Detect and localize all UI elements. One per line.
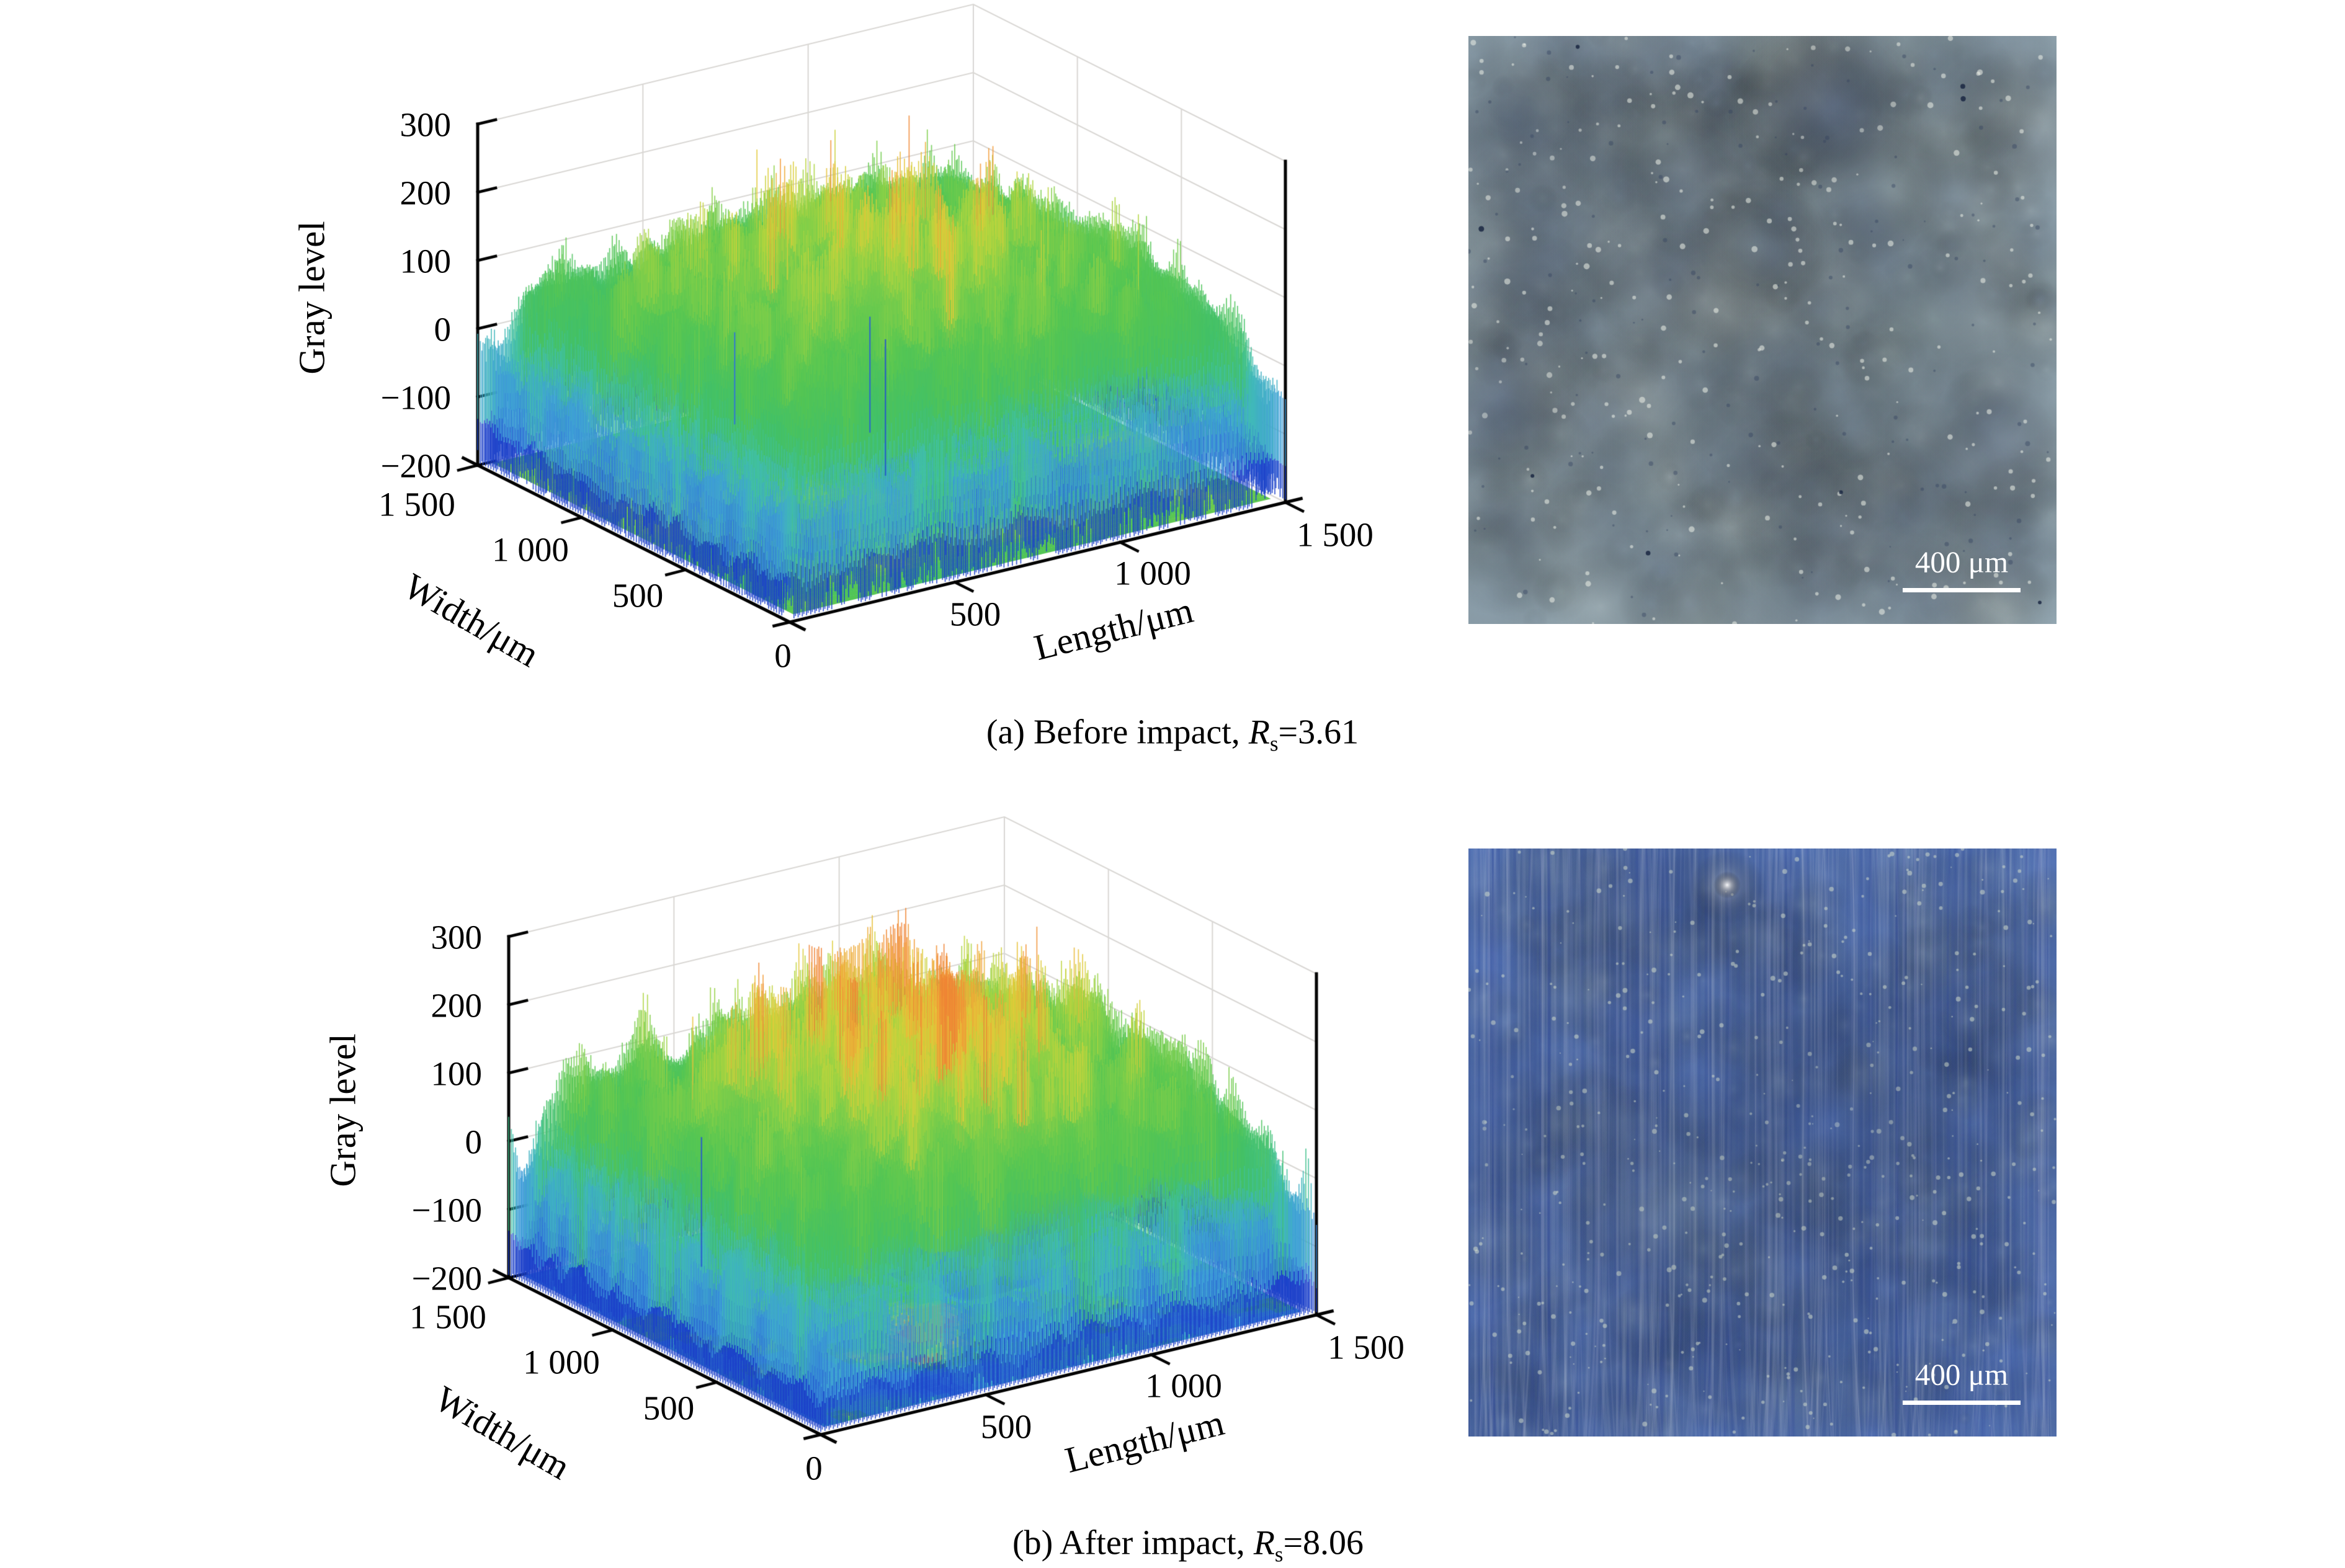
caption-b-symbol: R	[1253, 1523, 1275, 1562]
width-tick-a-1500: 1 500	[378, 485, 455, 523]
z-tick-b-300: 300	[431, 918, 483, 956]
z-tick-a-m200: −200	[380, 447, 451, 485]
z-axis-label-b: Gray level	[322, 1033, 364, 1187]
caption-a-text: (a) Before impact,	[986, 713, 1249, 752]
z-tick-a-200: 200	[400, 174, 452, 212]
caption-b-value: =8.06	[1283, 1523, 1364, 1562]
length-tick-a-500: 500	[949, 595, 1001, 633]
z-tick-b-200: 200	[431, 986, 483, 1025]
width-tick-b-1500: 1 500	[409, 1298, 486, 1336]
width-tick-a-1000: 1 000	[492, 530, 569, 569]
z-tick-a-0: 0	[434, 310, 452, 349]
scale-bar-a	[1903, 588, 2021, 592]
caption-a-value: =3.61	[1278, 713, 1359, 752]
z-tick-b-m100: −100	[411, 1191, 482, 1229]
length-tick-b-1000: 1 000	[1145, 1366, 1222, 1405]
micrograph-a	[1468, 36, 2057, 624]
caption-b: (b) After impact, Rs=8.06	[1012, 1526, 1364, 1566]
surface-plot-a	[335, 0, 1340, 670]
length-tick-b-1500: 1 500	[1328, 1328, 1405, 1366]
caption-a-symbol: R	[1248, 713, 1271, 752]
z-tick-b-m200: −200	[411, 1259, 482, 1298]
caption-b-text: (b) After impact,	[1012, 1523, 1254, 1562]
z-tick-b-100: 100	[431, 1054, 483, 1093]
width-tick-b-0: 0	[805, 1449, 823, 1487]
caption-a-subscript: s	[1270, 731, 1279, 756]
micrograph-b	[1468, 849, 2057, 1437]
width-tick-b-1000: 1 000	[523, 1343, 600, 1381]
z-axis-label-a: Gray level	[291, 221, 333, 375]
surface-plot-b	[366, 813, 1371, 1482]
scale-bar-label-a: 400 μm	[1914, 545, 2009, 579]
scale-bar-b	[1903, 1401, 2021, 1405]
caption-a: (a) Before impact, Rs=3.61	[986, 715, 1359, 755]
z-tick-a-m100: −100	[380, 378, 451, 417]
z-tick-b-0: 0	[465, 1123, 483, 1161]
length-tick-a-1500: 1 500	[1297, 515, 1374, 554]
z-tick-a-300: 300	[400, 105, 452, 144]
width-tick-a-500: 500	[612, 576, 664, 615]
z-tick-a-100: 100	[400, 242, 452, 280]
caption-b-subscript: s	[1274, 1542, 1284, 1567]
length-tick-a-1000: 1 000	[1114, 554, 1191, 592]
width-tick-b-500: 500	[643, 1389, 695, 1427]
width-tick-a-0: 0	[774, 636, 792, 675]
scale-bar-label-b: 400 μm	[1914, 1357, 2009, 1392]
length-tick-b-500: 500	[980, 1407, 1032, 1446]
